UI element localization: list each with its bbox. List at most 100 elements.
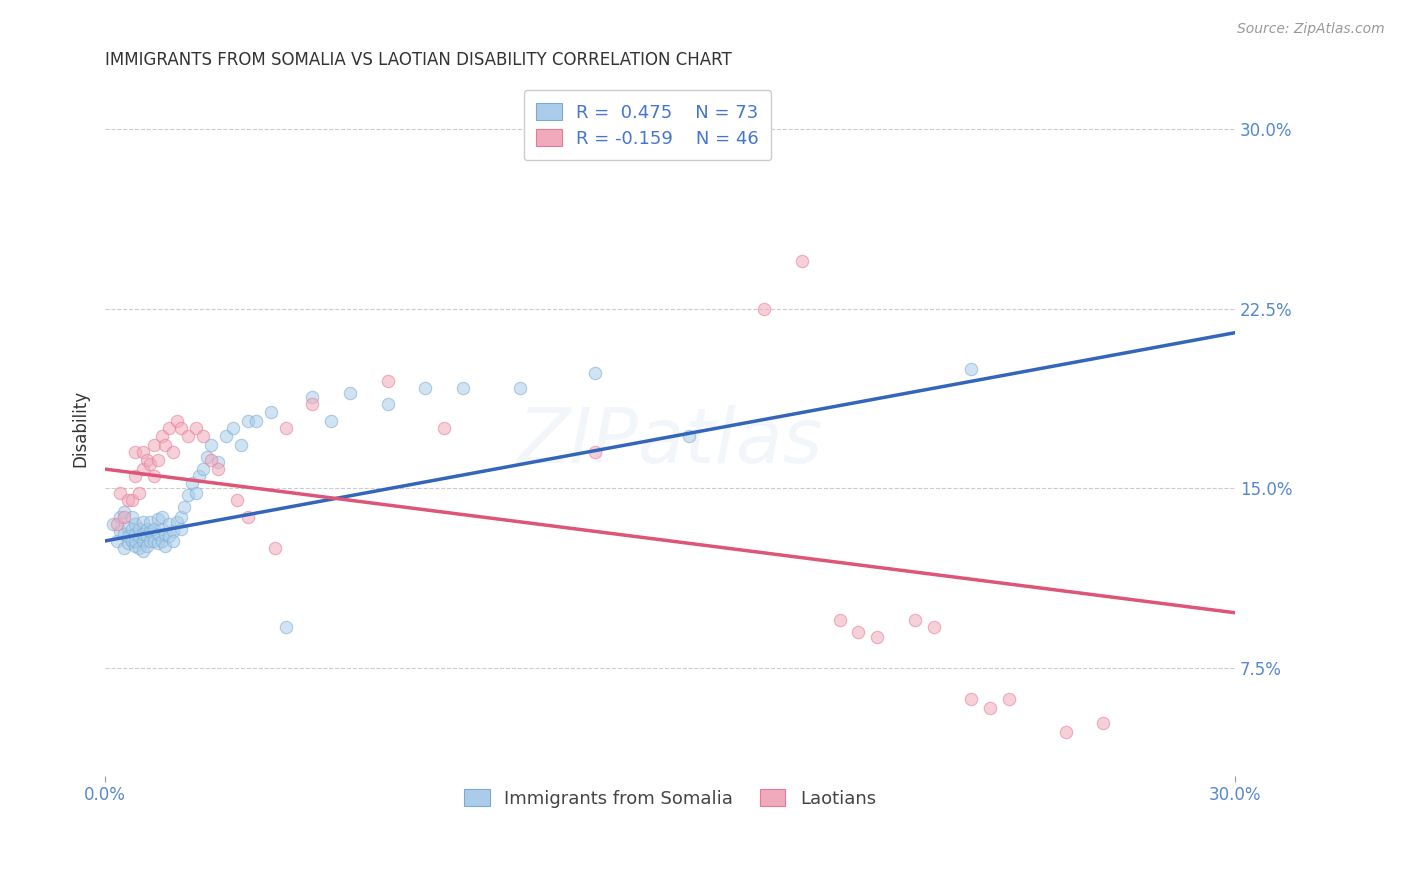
Point bbox=[135, 529, 157, 543]
Point bbox=[866, 630, 889, 644]
Point bbox=[117, 529, 139, 543]
Point bbox=[157, 517, 180, 532]
Point bbox=[117, 493, 139, 508]
Point bbox=[200, 438, 222, 452]
Point bbox=[139, 524, 162, 539]
Point bbox=[177, 428, 200, 442]
Point bbox=[110, 486, 132, 500]
Point bbox=[169, 510, 191, 524]
Point bbox=[828, 613, 851, 627]
Point bbox=[166, 414, 188, 428]
Point bbox=[169, 522, 191, 536]
Point bbox=[583, 367, 606, 381]
Point bbox=[117, 519, 139, 533]
Point bbox=[121, 522, 143, 536]
Point bbox=[377, 374, 399, 388]
Point bbox=[678, 428, 700, 442]
Point bbox=[200, 452, 222, 467]
Point bbox=[790, 253, 813, 268]
Point bbox=[143, 522, 166, 536]
Point bbox=[105, 517, 128, 532]
Point bbox=[222, 421, 245, 435]
Point bbox=[1054, 725, 1077, 739]
Point bbox=[112, 510, 135, 524]
Point bbox=[848, 624, 870, 639]
Point bbox=[101, 517, 124, 532]
Point bbox=[139, 515, 162, 529]
Point bbox=[121, 510, 143, 524]
Point bbox=[124, 469, 146, 483]
Point bbox=[121, 493, 143, 508]
Point bbox=[215, 428, 238, 442]
Point bbox=[150, 533, 173, 548]
Point bbox=[177, 488, 200, 502]
Point bbox=[105, 533, 128, 548]
Point bbox=[583, 445, 606, 459]
Point bbox=[124, 539, 146, 553]
Point bbox=[207, 455, 229, 469]
Point bbox=[191, 428, 214, 442]
Point bbox=[904, 613, 927, 627]
Point bbox=[263, 541, 285, 555]
Point bbox=[1092, 715, 1115, 730]
Point bbox=[754, 301, 776, 316]
Point bbox=[110, 510, 132, 524]
Point bbox=[124, 445, 146, 459]
Point bbox=[112, 541, 135, 555]
Point bbox=[150, 522, 173, 536]
Point bbox=[260, 405, 283, 419]
Point bbox=[146, 526, 169, 541]
Point bbox=[226, 493, 249, 508]
Point bbox=[132, 515, 155, 529]
Legend: Immigrants from Somalia, Laotians: Immigrants from Somalia, Laotians bbox=[457, 781, 883, 815]
Point bbox=[128, 486, 150, 500]
Point bbox=[155, 539, 177, 553]
Point bbox=[132, 526, 155, 541]
Point bbox=[274, 620, 297, 634]
Point bbox=[157, 529, 180, 543]
Point bbox=[155, 438, 177, 452]
Point bbox=[146, 536, 169, 550]
Text: ZIPatlas: ZIPatlas bbox=[517, 405, 823, 479]
Point bbox=[960, 361, 983, 376]
Point bbox=[128, 529, 150, 543]
Point bbox=[301, 390, 323, 404]
Point bbox=[960, 692, 983, 706]
Point bbox=[169, 421, 191, 435]
Point bbox=[274, 421, 297, 435]
Point bbox=[377, 397, 399, 411]
Point bbox=[155, 526, 177, 541]
Point bbox=[132, 462, 155, 476]
Point bbox=[451, 381, 474, 395]
Point bbox=[922, 620, 945, 634]
Point bbox=[238, 510, 260, 524]
Point bbox=[132, 445, 155, 459]
Point bbox=[207, 462, 229, 476]
Point bbox=[112, 505, 135, 519]
Point bbox=[132, 533, 155, 548]
Point bbox=[135, 539, 157, 553]
Point bbox=[128, 541, 150, 555]
Point bbox=[184, 421, 207, 435]
Point bbox=[508, 381, 530, 395]
Point bbox=[121, 533, 143, 548]
Point bbox=[139, 458, 162, 472]
Text: IMMIGRANTS FROM SOMALIA VS LAOTIAN DISABILITY CORRELATION CHART: IMMIGRANTS FROM SOMALIA VS LAOTIAN DISAB… bbox=[105, 51, 733, 69]
Point bbox=[139, 533, 162, 548]
Point bbox=[157, 421, 180, 435]
Point bbox=[166, 515, 188, 529]
Point bbox=[979, 701, 1001, 715]
Point bbox=[162, 445, 184, 459]
Point bbox=[132, 543, 155, 558]
Point bbox=[173, 500, 195, 515]
Point bbox=[143, 469, 166, 483]
Point bbox=[146, 452, 169, 467]
Point bbox=[180, 476, 202, 491]
Point bbox=[245, 414, 267, 428]
Point bbox=[195, 450, 218, 465]
Point bbox=[188, 469, 211, 483]
Point bbox=[135, 452, 157, 467]
Point bbox=[143, 533, 166, 548]
Point bbox=[162, 524, 184, 539]
Point bbox=[433, 421, 456, 435]
